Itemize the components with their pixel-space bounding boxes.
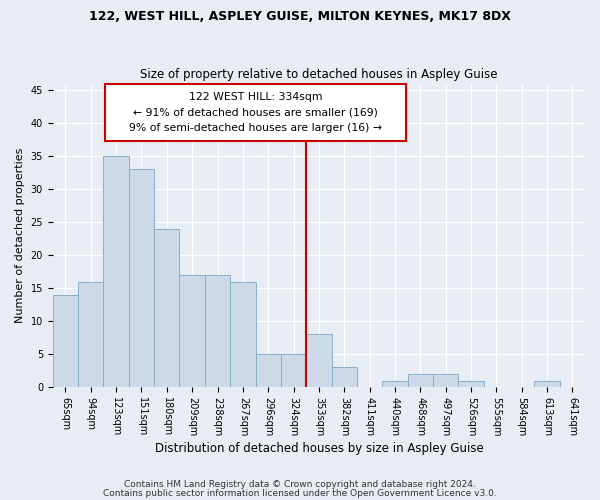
Bar [332, 368, 357, 387]
Text: Contains public sector information licensed under the Open Government Licence v3: Contains public sector information licen… [103, 489, 497, 498]
Bar [458, 380, 484, 387]
Text: 122 WEST HILL: 334sqm
← 91% of detached houses are smaller (169)
9% of semi-deta: 122 WEST HILL: 334sqm ← 91% of detached … [129, 92, 382, 133]
Y-axis label: Number of detached properties: Number of detached properties [15, 148, 25, 323]
Bar [179, 275, 205, 387]
Bar [281, 354, 306, 387]
Bar [407, 374, 433, 387]
Bar [154, 229, 179, 387]
Bar [103, 156, 129, 387]
Bar [382, 380, 407, 387]
Bar [78, 282, 103, 387]
Title: Size of property relative to detached houses in Aspley Guise: Size of property relative to detached ho… [140, 68, 497, 81]
Text: Contains HM Land Registry data © Crown copyright and database right 2024.: Contains HM Land Registry data © Crown c… [124, 480, 476, 489]
FancyBboxPatch shape [105, 84, 406, 141]
Bar [205, 275, 230, 387]
Text: 122, WEST HILL, ASPLEY GUISE, MILTON KEYNES, MK17 8DX: 122, WEST HILL, ASPLEY GUISE, MILTON KEY… [89, 10, 511, 23]
Bar [433, 374, 458, 387]
X-axis label: Distribution of detached houses by size in Aspley Guise: Distribution of detached houses by size … [155, 442, 483, 455]
Bar [306, 334, 332, 387]
Bar [535, 380, 560, 387]
Bar [230, 282, 256, 387]
Bar [53, 295, 78, 387]
Bar [256, 354, 281, 387]
Bar [129, 170, 154, 387]
